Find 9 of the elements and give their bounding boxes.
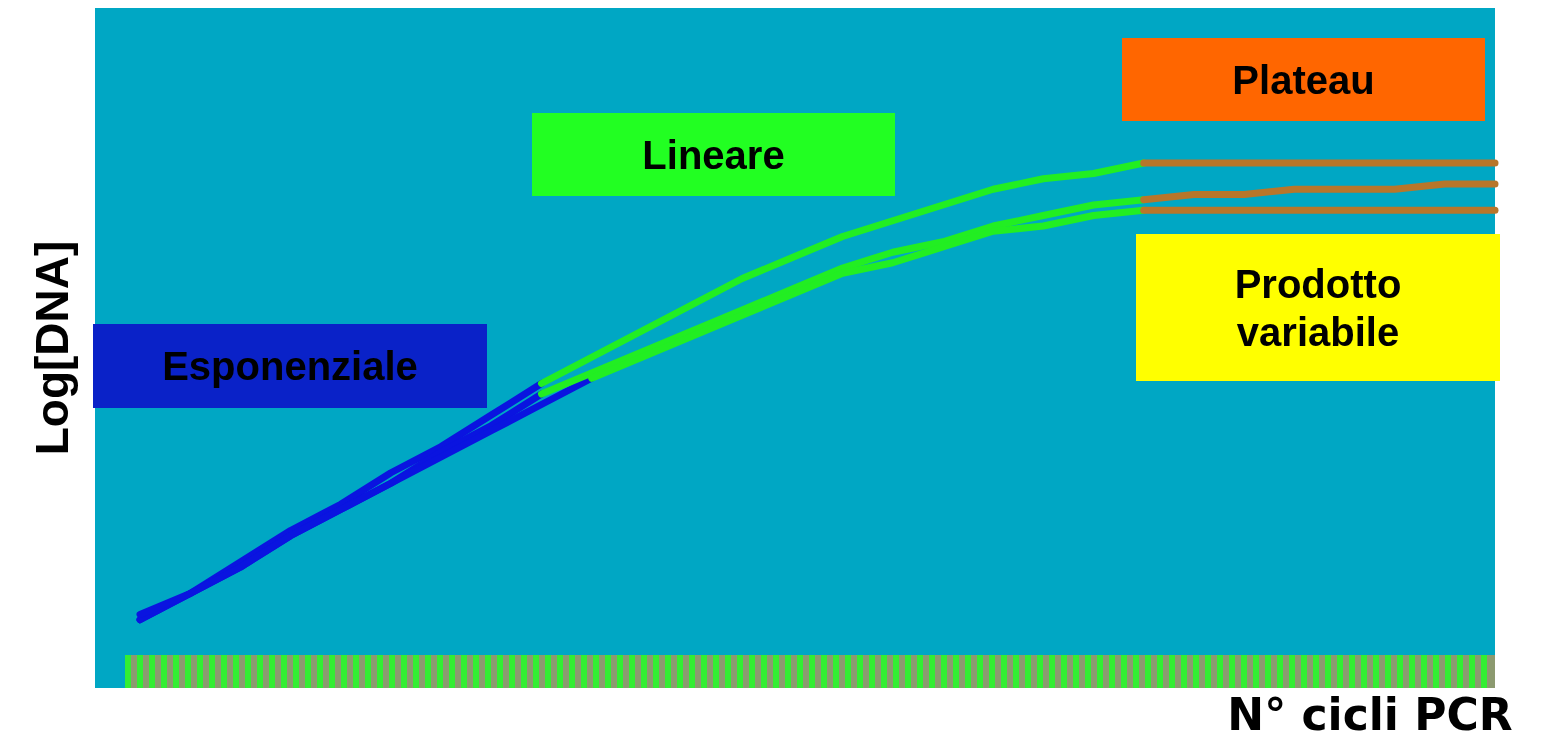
annotation: Esponenziale — [162, 344, 418, 388]
label-box: Lineare — [532, 113, 895, 196]
x-axis-title: N° cicli PCR — [1227, 689, 1513, 740]
annotation: Prodotto variabile — [1234, 261, 1402, 354]
label-box: Prodotto variabile — [1136, 234, 1500, 381]
annotation: Lineare — [642, 132, 785, 177]
label-box: Esponenziale — [93, 324, 487, 408]
y-axis-title: Log[DNA] — [26, 240, 78, 456]
label-box: Plateau — [1122, 38, 1485, 121]
